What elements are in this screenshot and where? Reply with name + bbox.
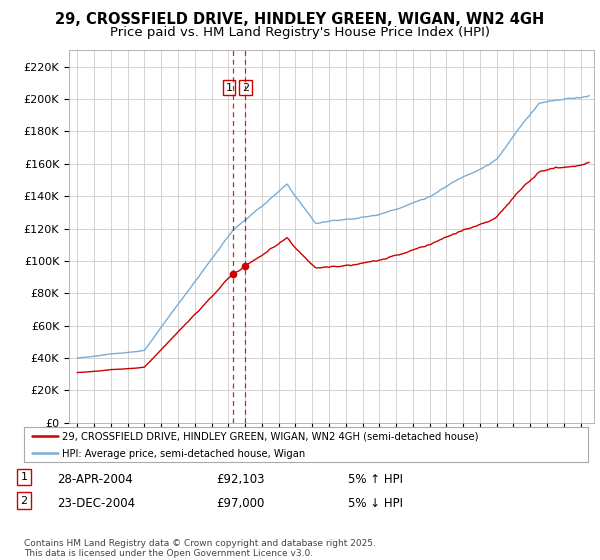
Text: 28-APR-2004: 28-APR-2004 <box>57 473 133 486</box>
Text: Price paid vs. HM Land Registry's House Price Index (HPI): Price paid vs. HM Land Registry's House … <box>110 26 490 39</box>
Text: 23-DEC-2004: 23-DEC-2004 <box>57 497 135 510</box>
Text: 1: 1 <box>20 472 28 482</box>
Text: £92,103: £92,103 <box>216 473 265 486</box>
Text: 5% ↓ HPI: 5% ↓ HPI <box>348 497 403 510</box>
Text: £97,000: £97,000 <box>216 497 265 510</box>
Text: 29, CROSSFIELD DRIVE, HINDLEY GREEN, WIGAN, WN2 4GH: 29, CROSSFIELD DRIVE, HINDLEY GREEN, WIG… <box>55 12 545 27</box>
Text: 1: 1 <box>226 83 233 92</box>
Text: 5% ↑ HPI: 5% ↑ HPI <box>348 473 403 486</box>
Text: 2: 2 <box>20 496 28 506</box>
Text: Contains HM Land Registry data © Crown copyright and database right 2025.
This d: Contains HM Land Registry data © Crown c… <box>24 539 376 558</box>
Text: 29, CROSSFIELD DRIVE, HINDLEY GREEN, WIGAN, WN2 4GH (semi-detached house): 29, CROSSFIELD DRIVE, HINDLEY GREEN, WIG… <box>62 432 479 442</box>
Text: 2: 2 <box>242 83 249 92</box>
Text: HPI: Average price, semi-detached house, Wigan: HPI: Average price, semi-detached house,… <box>62 449 305 459</box>
